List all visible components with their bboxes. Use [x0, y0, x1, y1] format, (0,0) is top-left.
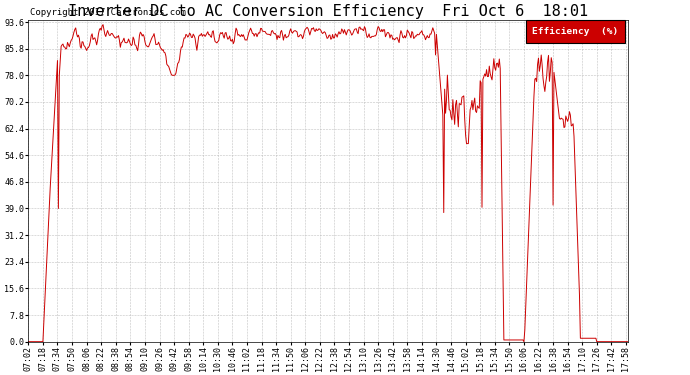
Text: Copyright 2017 Cartronics.com: Copyright 2017 Cartronics.com [30, 8, 186, 17]
Title: Inverter DC to AC Conversion Efficiency  Fri Oct 6  18:01: Inverter DC to AC Conversion Efficiency … [68, 4, 588, 19]
FancyBboxPatch shape [526, 20, 624, 43]
Text: Efficiency  (%): Efficiency (%) [533, 27, 619, 36]
